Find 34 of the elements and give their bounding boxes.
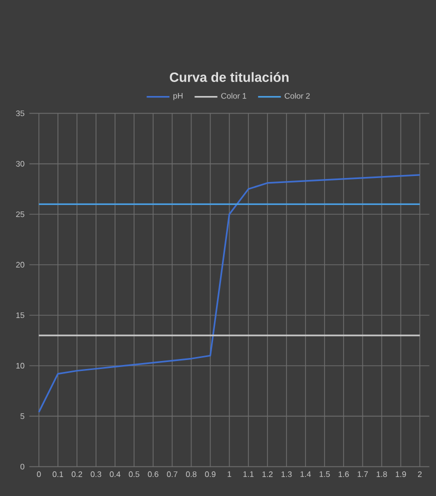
x-tick-label: 0.9 <box>205 471 216 478</box>
x-tick-label: 1.1 <box>243 471 254 477</box>
x-tick-label: 0 <box>36 471 41 478</box>
y-tick-label: 15 <box>16 312 24 318</box>
x-tick-label: 2 <box>418 471 422 477</box>
x-tick-label: 0.7 <box>166 471 178 478</box>
legend-label: Color 1 <box>221 92 246 99</box>
x-tick-label: 0.3 <box>90 471 102 478</box>
y-tick-label: 35 <box>16 110 24 116</box>
x-tick-label: 1.6 <box>338 471 349 478</box>
x-tick-label: 1.4 <box>300 471 311 477</box>
chart-title: Curva de titulación <box>170 72 289 82</box>
x-tick-label: 0.5 <box>128 471 140 478</box>
legend-label: pH <box>173 93 182 100</box>
y-tick-label: 5 <box>20 413 24 419</box>
x-tick-label: 1.3 <box>282 471 292 478</box>
x-tick-label: 1.5 <box>320 471 330 477</box>
x-tick-label: 0.6 <box>148 471 158 478</box>
y-tick-label: 30 <box>16 160 24 167</box>
line-series <box>38 174 421 413</box>
x-tick-label: 1.9 <box>396 471 406 478</box>
y-tick-label: 25 <box>16 211 24 218</box>
x-tick-label: 0.1 <box>52 471 64 478</box>
y-tick-label: 10 <box>16 362 24 369</box>
y-tick-label: 0 <box>20 464 24 470</box>
x-tick-label: 1.8 <box>376 471 387 478</box>
y-tick-label: 20 <box>16 262 24 268</box>
x-tick-label: 0.4 <box>110 471 120 478</box>
x-tick-label: 1.7 <box>358 471 368 477</box>
x-tick-label: 1.2 <box>262 471 273 477</box>
x-tick-label: 0.2 <box>72 471 82 478</box>
legend-label: Color 2 <box>284 92 310 99</box>
x-tick-label: 1 <box>228 471 232 477</box>
x-tick-label: 0.8 <box>186 471 196 478</box>
